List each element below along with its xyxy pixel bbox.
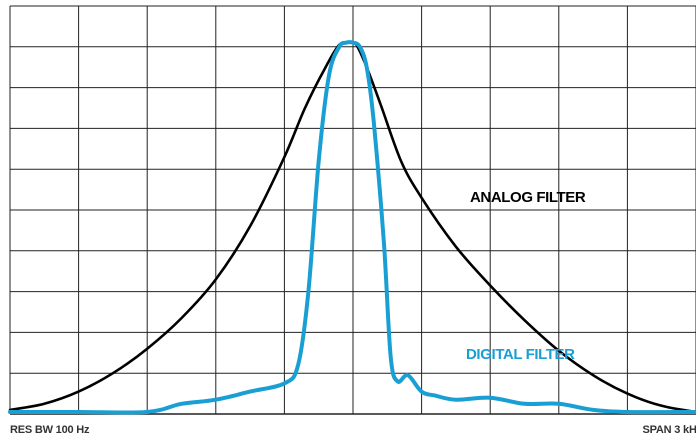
- grid: [9, 5, 696, 415]
- digital-filter-label: DIGITAL FILTER: [466, 346, 575, 363]
- span-label: SPAN 3 kHz: [642, 424, 696, 436]
- analog-filter-label: ANALOG FILTER: [470, 189, 586, 206]
- series-digital-filter-line: [8, 40, 696, 415]
- series-layer: [8, 40, 696, 415]
- resolution-bandwidth-label: RES BW 100 Hz: [10, 424, 90, 436]
